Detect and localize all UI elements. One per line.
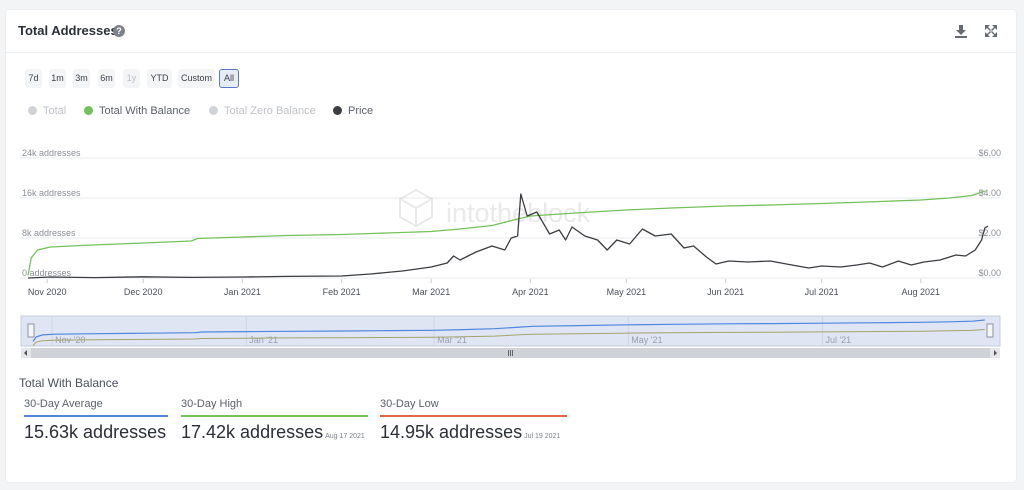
range-button-7d[interactable]: 7d	[25, 69, 42, 88]
stat-value: 15.63k addresses	[24, 422, 168, 443]
y-left-tick-label: 0 addresses	[22, 268, 72, 278]
download-icon[interactable]	[953, 23, 969, 39]
expand-icon[interactable]	[983, 23, 999, 39]
y-right-tick-label: $4.00	[978, 188, 1001, 198]
scroll-left-arrow-icon[interactable]	[24, 350, 27, 356]
x-tick-label: May 2021	[607, 287, 647, 297]
navigator-selection[interactable]	[20, 315, 1001, 347]
range-button-all[interactable]: All	[219, 69, 239, 88]
legend-label: Total	[43, 105, 67, 117]
grid	[20, 157, 1000, 279]
y-right-tick-label: $2.00	[978, 228, 1001, 238]
x-tick-label: Aug 2021	[902, 287, 941, 297]
stat-underline	[181, 415, 368, 417]
legend-label: Total Zero Balance	[224, 105, 316, 117]
range-button-3m[interactable]: 3m	[73, 69, 90, 88]
watermark: intotheblock	[399, 188, 591, 228]
legend-item-total[interactable]: Total	[28, 105, 66, 117]
stat-date: Aug 17 2021	[325, 433, 365, 440]
x-tick-label: Apr 2021	[512, 287, 549, 297]
stat-date: Jul 19 2021	[524, 433, 561, 440]
navigator-tick-label: Jul '21	[825, 335, 851, 345]
stat-30-day-average: 30-Day Average 15.63k addresses	[24, 398, 168, 443]
x-tick-label: Jun 2021	[707, 287, 744, 297]
navigator-tick-label: Mar '21	[437, 335, 467, 345]
series	[27, 190, 989, 279]
legend-item-price[interactable]: Price	[333, 105, 373, 117]
range-button-1y[interactable]: 1y	[123, 69, 140, 88]
legend-marker	[84, 106, 93, 115]
stat-value: 17.42k addresses Aug 17 2021	[181, 422, 368, 443]
y-left-tick-label: 16k addresses	[22, 188, 81, 198]
y-right-tick-label: $6.00	[978, 148, 1001, 158]
question-circle-icon[interactable]: ?	[113, 25, 125, 37]
stat-label: 30-Day Low	[380, 398, 439, 410]
stat-value-text: 14.95k addresses	[380, 422, 523, 442]
stat-value-text: 17.42k addresses	[181, 422, 324, 442]
axis-labels: 0 addresses $0.00 8k addresses $2.00 16k add…	[22, 148, 1001, 297]
stat-label: 30-Day High	[181, 398, 243, 410]
series-line-price	[27, 193, 989, 279]
legend-marker	[28, 106, 37, 115]
range-button-6m[interactable]: 6m	[98, 69, 115, 88]
x-tick-label: Jan 2021	[224, 287, 261, 297]
stat-30-day-high: 30-Day High 17.42k addresses Aug 17 2021	[181, 398, 368, 443]
stat-value-text: 15.63k addresses	[24, 422, 167, 442]
scroll-right-arrow-icon[interactable]	[994, 350, 997, 356]
x-tick-label: Feb 2021	[323, 287, 361, 297]
stat-label: 30-Day Average	[24, 398, 103, 410]
navigator-series-total-with-balance	[32, 319, 985, 342]
navigator: Nov '20 Jan '21 Mar '21 May '21 Jul '21	[20, 315, 1001, 358]
x-tick-label: Dec 2020	[124, 287, 163, 297]
legend-label: Total With Balance	[99, 105, 191, 117]
y-left-tick-label: 24k addresses	[22, 148, 81, 158]
stat-underline	[24, 415, 168, 417]
series-line-total-with-balance	[27, 190, 986, 276]
stats-title: Total With Balance	[19, 376, 119, 390]
stat-underline	[380, 415, 567, 417]
legend-item-total-zero-balance[interactable]: Total Zero Balance	[209, 105, 316, 117]
range-button-1m[interactable]: 1m	[49, 69, 66, 88]
navigator-handle-left[interactable]	[27, 323, 35, 338]
stat-30-day-low: 30-Day Low 14.95k addresses Jul 19 2021	[380, 398, 567, 443]
chart-title: Total Addresses	[18, 23, 118, 38]
navigator-series-secondary	[32, 329, 985, 346]
legend-item-total-with-balance[interactable]: Total With Balance	[84, 105, 190, 117]
navigator-tick-label: May '21	[631, 335, 662, 345]
legend-marker	[209, 106, 218, 115]
x-tick-label: Jul 2021	[805, 287, 839, 297]
legend-marker	[333, 106, 342, 115]
x-tick-label: Nov 2020	[28, 287, 67, 297]
chart-card: Total Addresses ? 7d 1m 3m 6m 1y YTD Cus…	[5, 9, 1017, 483]
y-left-tick-label: 8k addresses	[22, 228, 76, 238]
range-button-custom[interactable]: Custom	[178, 69, 215, 88]
stat-value: 14.95k addresses Jul 19 2021	[380, 422, 567, 443]
range-button-ytd[interactable]: YTD	[147, 69, 172, 88]
card-header: Total Addresses ?	[6, 10, 1016, 53]
navigator-tick-label: Jan '21	[249, 335, 278, 345]
x-tick-label: Mar 2021	[412, 287, 450, 297]
navigator-handle-right[interactable]	[986, 323, 994, 338]
legend-label: Price	[348, 105, 374, 117]
y-right-tick-label: $0.00	[978, 268, 1001, 278]
